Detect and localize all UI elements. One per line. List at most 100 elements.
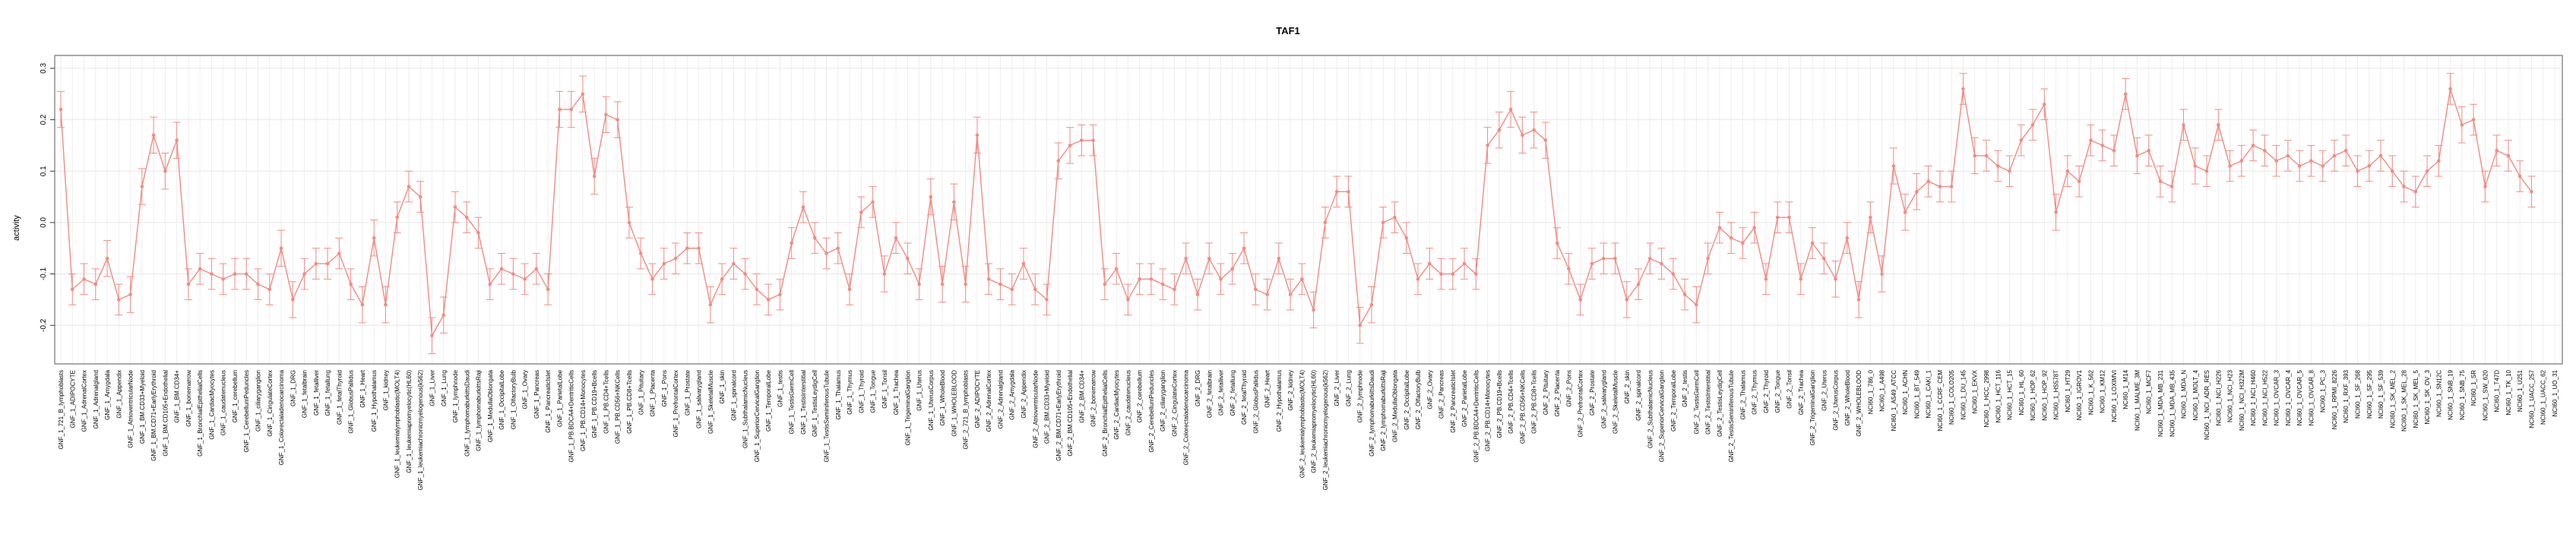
x-tick-label: NCI60_1_M14 <box>2122 369 2129 409</box>
data-point <box>1590 261 1594 266</box>
data-point <box>1451 272 1455 276</box>
data-point <box>859 210 863 214</box>
x-tick-label: GNF_1_fetalThyroid <box>336 370 343 425</box>
x-tick-label: GNF_2_lymphomaburkittsDaudi <box>1369 370 1375 457</box>
data-point <box>616 118 620 122</box>
x-tick-label: GNF_1_PB.CD14+Monocytes <box>580 370 587 451</box>
x-tick-label: GNF_1_Prostate <box>684 369 691 416</box>
x-tick-label: GNF_2_skin <box>1624 370 1631 403</box>
x-tick-label: GNF_2_PB.CD4+Tcells <box>1508 370 1514 434</box>
x-tick-label: GNF_1_caudatenucleus <box>220 370 227 435</box>
data-point <box>2043 102 2046 106</box>
x-tick-label: GNF_2_Colorectaladenocarcinoma <box>1183 369 1190 465</box>
data-point <box>372 236 376 240</box>
data-point <box>836 246 840 251</box>
x-tick-label: GNF_2_UterusCorpus <box>1833 370 1840 431</box>
x-tick-label: NCI60_1_NCI_H522 <box>2261 369 2268 425</box>
x-tick-label: NCI60_1_SK_MEL_5 <box>2413 369 2419 428</box>
data-point <box>2204 169 2209 173</box>
data-point <box>847 287 852 292</box>
x-tick-label: GNF_1_TrigeminalGanglion <box>904 370 911 445</box>
x-tick-label: GNF_1_Liver <box>429 370 435 406</box>
data-point <box>755 287 759 292</box>
x-tick-label: NCI60_1_CAKI_1 <box>1926 369 1932 418</box>
x-tick-label: GNF_1_MedullaOblongata <box>487 369 494 442</box>
data-point <box>1729 236 1733 240</box>
x-tick-label: NCI60_1_A549_ATCC <box>1891 370 1897 432</box>
data-point <box>453 205 457 209</box>
x-tick-label: NCI60_1_SR <box>2470 370 2477 406</box>
data-point <box>1323 220 1328 225</box>
data-point <box>581 92 585 96</box>
x-tick-label: NCI60_1_SNB_19 <box>2448 369 2454 419</box>
x-tick-label: NCI60_1_NCI_H226 <box>2215 369 2222 425</box>
x-tick-label: GNF_1_BM.CD71+EarlyErythroid <box>150 370 157 461</box>
data-point <box>2030 123 2035 127</box>
data-point <box>1254 287 1258 292</box>
x-tick-label: GNF_1_Pons <box>661 370 668 406</box>
data-point <box>2367 164 2372 168</box>
data-point <box>1856 298 1861 302</box>
data-point <box>1358 323 1362 327</box>
x-tick-label: NCI60_1_MOLT_4 <box>2192 369 2199 420</box>
data-point <box>998 282 1002 286</box>
data-point <box>198 267 202 271</box>
data-point <box>871 200 875 204</box>
x-tick-label: NCI60_1_NCI_H460 <box>2250 369 2257 425</box>
x-tick-label: NCI60_1_SNB_75 <box>2459 369 2466 419</box>
x-tick-label: GNF_2_Tongue <box>1774 369 1781 413</box>
data-point <box>279 246 283 251</box>
x-tick-label: GNF_2_TestisLeydigCell <box>1717 370 1723 437</box>
data-point <box>743 272 747 276</box>
x-tick-label: GNF_2_Lung <box>1345 370 1352 406</box>
x-tick-label: GNF_2_Pituitary <box>1543 370 1549 415</box>
x-tick-label: GNF_2_WholeBlood <box>1844 370 1851 425</box>
x-tick-label: NCI60_1_K_562 <box>2087 369 2094 415</box>
data-point <box>1787 215 1791 220</box>
data-point <box>1462 261 1467 266</box>
x-tick-label: NCI60_1_HS578T <box>2053 370 2060 419</box>
x-tick-label: GNF_2_Amygdala <box>1009 369 1016 419</box>
data-point <box>1300 277 1304 281</box>
data-point <box>2019 138 2024 142</box>
data-point <box>2008 169 2011 173</box>
data-point <box>2495 148 2498 153</box>
data-point <box>1056 159 1061 163</box>
x-tick-label: GNF_1_Thyroid <box>858 370 865 413</box>
data-point <box>2135 153 2139 158</box>
data-point <box>2390 169 2394 173</box>
x-tick-label: GNF_1_bonemarrow <box>185 370 192 427</box>
data-point <box>2425 169 2429 173</box>
data-point <box>1091 138 1095 142</box>
data-point <box>2413 190 2418 194</box>
x-tick-label: GNF_2_Thalamus <box>1739 370 1746 419</box>
x-tick-label: GNF_2_fetallung <box>1229 370 1236 416</box>
x-tick-label: GNF_1_CingulateCortex <box>267 370 274 437</box>
data-point <box>1961 87 1965 91</box>
data-point <box>1207 256 1211 261</box>
x-tick-label: GNF_2_ParietalLobe <box>1461 369 1468 427</box>
x-tick-label: GNF_2_PB.CD8+Tcells <box>1531 370 1538 434</box>
data-point <box>1242 246 1246 251</box>
x-tick-label: GNF_1_OlfactoryBulb <box>510 369 517 429</box>
data-point <box>1126 298 1130 302</box>
x-tick-label: GNF_2_ciliaryganglion <box>1160 370 1166 432</box>
x-tick-label: GNF_1_Lung <box>441 370 448 406</box>
data-point <box>93 282 98 286</box>
plot-frame <box>54 55 2563 365</box>
data-point <box>778 292 782 296</box>
x-tick-label: GNF_1_lymphomaburkittsRaji <box>476 370 483 451</box>
x-tick-label: GNF_1_leukemialymphoblastic(MOLT4) <box>394 370 401 478</box>
data-point <box>894 236 898 240</box>
x-tick-label: NCI60_1_T47D <box>2494 370 2501 413</box>
data-point <box>940 282 945 286</box>
data-point <box>70 287 74 292</box>
data-point <box>2100 144 2104 147</box>
y-axis-label: activity <box>12 215 21 241</box>
data-point <box>2402 185 2406 188</box>
data-point <box>766 298 771 302</box>
x-tick-label: GNF_2_Appendix <box>1021 370 1027 419</box>
data-point <box>546 287 550 292</box>
data-point <box>2343 148 2348 153</box>
x-tick-label: NCI60_1_HL_60 <box>2018 369 2025 415</box>
